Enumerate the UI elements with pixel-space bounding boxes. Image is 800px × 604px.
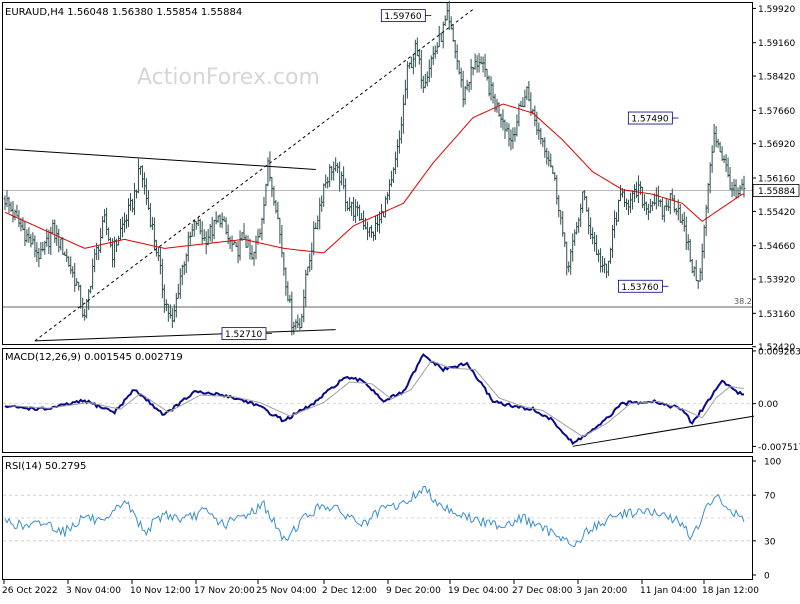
price-annotation: 1.52710 (221, 327, 272, 340)
macd-signal-line (4, 360, 744, 438)
macd-lines (4, 353, 755, 447)
time-tick-label: 18 Jan 12:00 (702, 586, 759, 596)
fib-382-label: 38.2 (734, 297, 752, 306)
time-tick-label: 3 Jan 20:00 (576, 586, 628, 596)
lower-trendline (34, 329, 336, 342)
time-tick-label: 25 Nov 04:00 (256, 586, 317, 596)
price-tick-label: 1.58420 (758, 73, 795, 83)
current-price-box (752, 184, 800, 197)
watermark: ActionForex.com (137, 65, 320, 90)
time-tick-label: 17 Nov 20:00 (194, 586, 255, 596)
price-tick-label: 1.53920 (758, 276, 795, 286)
rsi-line (4, 485, 745, 548)
upper-trendline (4, 148, 316, 170)
price-tick-label: 1.59920 (758, 5, 795, 15)
macd-tick-label: 0.00 (758, 400, 778, 410)
trendline-layer (4, 8, 474, 342)
time-tick-label: 10 Nov 12:00 (130, 586, 191, 596)
time-axis: 26 Oct 2022 3 Nov 04:00 10 Nov 12:00 17 Nov… (2, 579, 759, 596)
price-tick-label: 1.53160 (758, 310, 795, 320)
price-tick-label: 1.52420 (758, 343, 795, 353)
time-tick-label: 11 Jan 04:00 (640, 586, 697, 596)
annotation-label: 1.59760 (384, 12, 421, 22)
price-tick-label: 1.57660 (758, 107, 795, 117)
price-tick-label: 1.54660 (758, 242, 795, 252)
time-tick-label: 26 Oct 2022 (2, 586, 58, 596)
current-price-label: 1.55884 (758, 187, 795, 197)
price-title: EURAUD,H4 1.56048 1.56380 1.55854 1.5588… (5, 7, 242, 18)
price-axis: 1.59920 1.59160 1.58420 1.57660 1.56920 1.561… (752, 5, 795, 353)
moving-average-layer (4, 103, 744, 254)
time-tick-label: 9 Dec 20:00 (386, 586, 441, 596)
price-annotations: 1.59760 1.57490 1.53760 1.52710 (221, 9, 679, 340)
rsi-title: RSI(14) 50.2795 (5, 461, 86, 472)
price-annotation: 1.59760 (380, 9, 432, 22)
macd-trendline (572, 415, 755, 447)
annotation-label: 1.52710 (225, 330, 262, 340)
price-tick-label: 1.59160 (758, 39, 795, 49)
price-candles (3, 0, 746, 336)
price-annotation: 1.53760 (617, 279, 669, 293)
moving-average-line (4, 103, 744, 254)
macd-main-line (4, 353, 745, 446)
rsi-tick-label: 30 (764, 537, 776, 547)
rsi-tick-label: 0 (764, 572, 770, 582)
price-annotation: 1.57490 (627, 111, 679, 125)
time-tick-label: 27 Dec 08:00 (512, 586, 573, 596)
price-tick-label: 1.56920 (758, 140, 795, 150)
time-tick-label: 2 Dec 12:00 (322, 586, 377, 596)
rsi-line-layer (4, 485, 745, 548)
time-tick-label: 3 Nov 04:00 (66, 586, 121, 596)
price-tick-label: 1.55420 (758, 208, 795, 218)
rsi-tick-label: 70 (764, 492, 776, 502)
macd-tick-label: 0.009263 (758, 347, 800, 357)
macd-title: MACD(12,26,9) 0.001545 0.002719 (5, 352, 183, 363)
time-tick-label: 19 Dec 04:00 (448, 586, 509, 596)
annotation-label: 1.57490 (631, 115, 668, 125)
rsi-tick-label: 100 (764, 458, 781, 468)
macd-panel[interactable] (2, 348, 753, 453)
price-panel[interactable] (2, 2, 753, 345)
channel-dashed-line (34, 8, 474, 342)
price-candle (742, 175, 746, 198)
annotation-label: 1.53760 (621, 283, 658, 293)
macd-tick-label: -0.007517 (758, 443, 800, 453)
price-tick-label: 1.56160 (758, 175, 795, 185)
